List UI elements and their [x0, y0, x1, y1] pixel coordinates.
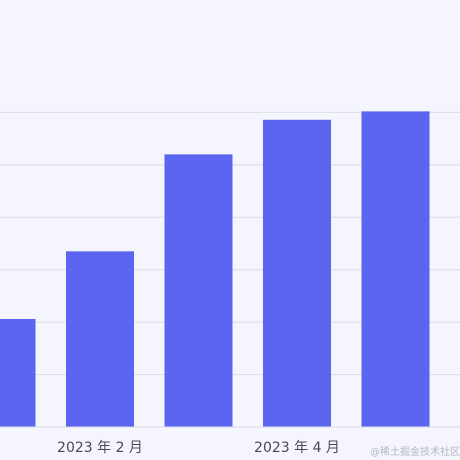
bar [164, 154, 233, 427]
x-tick-labels: 2023 年 2 月 2023 年 4 月 [57, 440, 340, 456]
bar [263, 119, 331, 428]
bar [66, 251, 134, 427]
x-tick-label: 2023 年 2 月 [57, 440, 143, 456]
bar [0, 318, 36, 427]
bars [0, 111, 430, 428]
bar [361, 111, 430, 427]
watermark-text: @稀土掘金技术社区 [370, 447, 460, 458]
x-tick-label: 2023 年 4 月 [254, 440, 340, 456]
